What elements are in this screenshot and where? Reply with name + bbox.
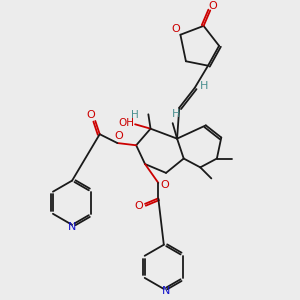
Text: O: O [134, 201, 143, 211]
Text: O: O [114, 131, 123, 141]
Text: O: O [208, 1, 217, 11]
Text: O: O [86, 110, 95, 120]
Text: OH: OH [118, 118, 134, 128]
Text: N: N [162, 286, 170, 296]
Text: H: H [131, 110, 139, 120]
Text: N: N [68, 222, 76, 232]
Text: H: H [172, 109, 180, 119]
Text: H: H [200, 81, 208, 91]
Text: O: O [172, 24, 180, 34]
Text: O: O [160, 180, 169, 190]
